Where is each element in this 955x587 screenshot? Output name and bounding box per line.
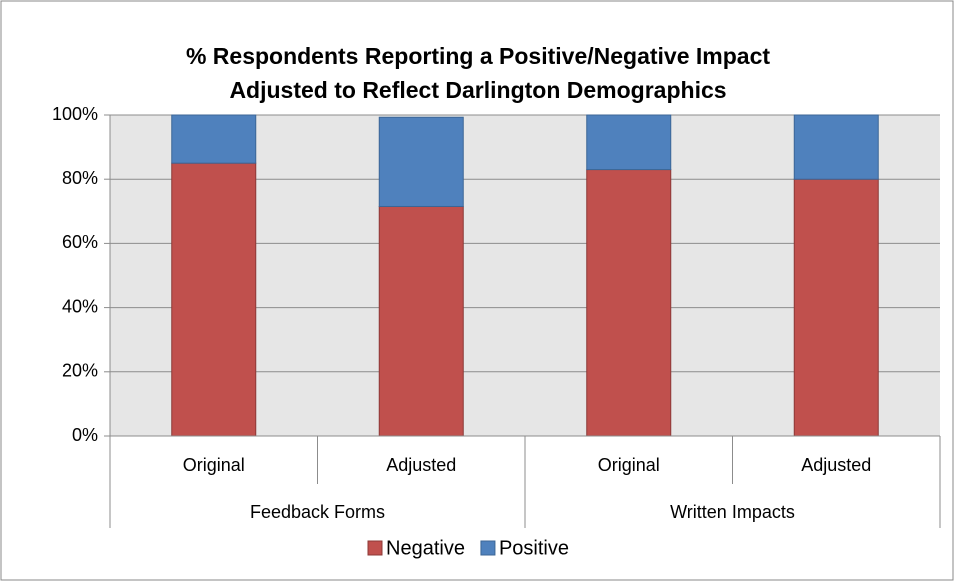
x-tick-label: Adjusted bbox=[386, 455, 456, 475]
y-tick-label: 20% bbox=[62, 361, 98, 381]
legend-label: Positive bbox=[499, 537, 569, 559]
group-label: Written Impacts bbox=[670, 502, 795, 522]
y-tick-label: 0% bbox=[72, 425, 98, 445]
y-tick-label: 80% bbox=[62, 168, 98, 188]
bar-segment bbox=[171, 114, 257, 164]
x-tick-label: Original bbox=[183, 455, 245, 475]
group-label: Feedback Forms bbox=[250, 502, 385, 522]
bar-segment bbox=[171, 162, 257, 437]
legend-label: Negative bbox=[386, 537, 465, 559]
bar-segment bbox=[793, 178, 879, 437]
legend-swatch bbox=[367, 540, 383, 556]
y-tick-label: 40% bbox=[62, 296, 98, 316]
y-tick-label: 100% bbox=[52, 104, 98, 124]
bar-segment bbox=[586, 169, 672, 437]
y-tick-label: 60% bbox=[62, 232, 98, 252]
legend-swatch bbox=[480, 540, 496, 556]
bar-segment bbox=[586, 114, 672, 171]
chart-title: % Respondents Reporting a Positive/Negat… bbox=[186, 43, 770, 69]
bar-segment bbox=[378, 205, 464, 437]
x-tick-label: Original bbox=[598, 455, 660, 475]
chart-title: Adjusted to Reflect Darlington Demograph… bbox=[229, 77, 726, 103]
x-tick-label: Adjusted bbox=[801, 455, 871, 475]
bar-segment bbox=[378, 116, 464, 207]
bar-segment bbox=[793, 114, 879, 180]
